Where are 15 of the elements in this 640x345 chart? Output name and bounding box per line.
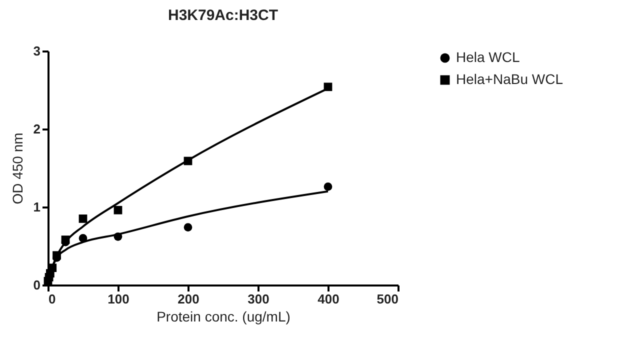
chart-title: H3K79Ac:H3CT — [168, 7, 278, 24]
x-tick-label: 500 — [376, 292, 398, 306]
x-tick-label: 100 — [108, 292, 130, 306]
y-tick-label: 0 — [33, 278, 40, 292]
y-tick-label: 3 — [33, 44, 40, 58]
y-axis-title: OD 450 nm — [9, 132, 26, 204]
y-tick-label: 2 — [33, 122, 40, 136]
x-tick-label: 400 — [318, 292, 340, 306]
x-tick-label: 200 — [178, 292, 200, 306]
x-tick-label: 300 — [248, 292, 270, 306]
y-tick-label: 1 — [33, 200, 40, 214]
x-tick-label: 0 — [48, 292, 56, 306]
legend-label: Hela+NaBu WCL — [456, 71, 564, 87]
legend-label: Hela WCL — [456, 49, 520, 65]
x-axis-title: Protein conc. (ug/mL) — [156, 308, 290, 324]
